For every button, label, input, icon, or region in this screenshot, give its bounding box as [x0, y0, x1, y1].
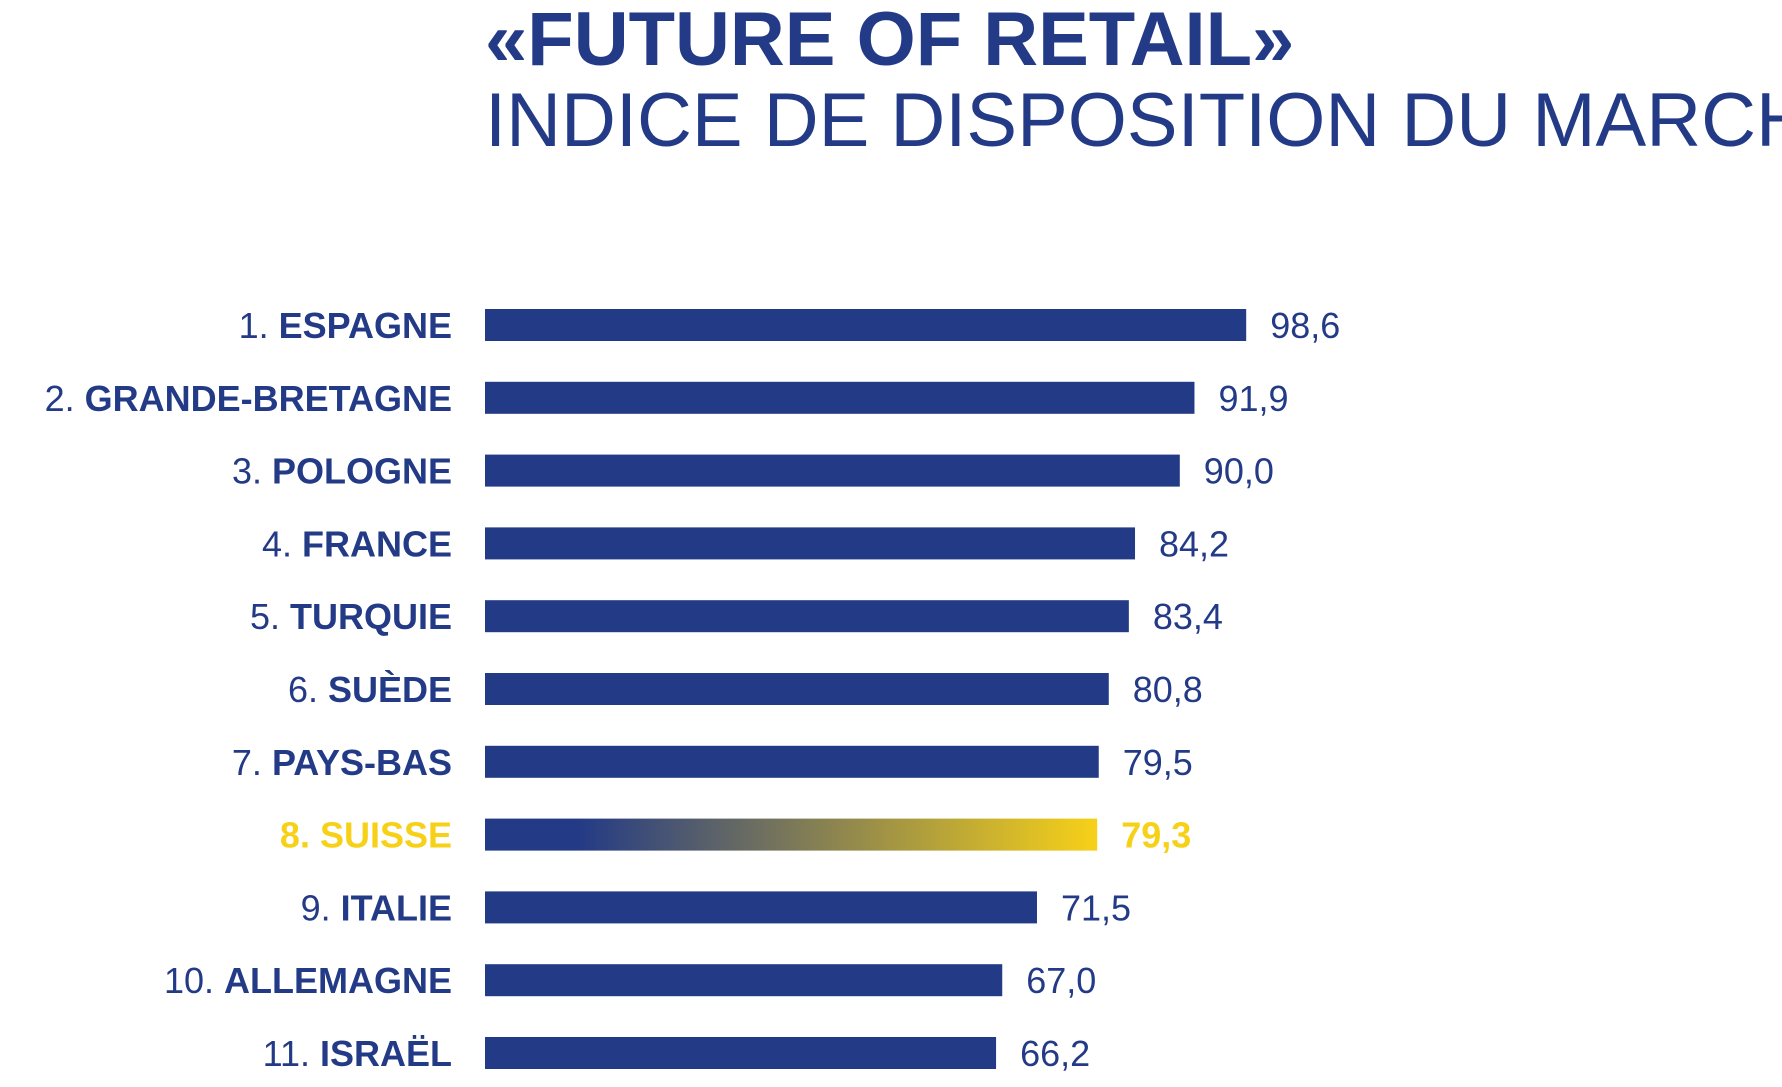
value-label-10: 67,0	[1026, 960, 1096, 1001]
chart-subtitle: INDICE DE DISPOSITION DU MARCHÉ	[485, 78, 1782, 163]
bar-6	[485, 673, 1109, 705]
bar-3	[485, 454, 1180, 487]
category-name: PAYS-BAS	[272, 742, 452, 783]
category-name: TURQUIE	[290, 596, 452, 637]
category-label-8: 8. SUISSE	[280, 815, 452, 856]
value-label-7: 79,5	[1123, 742, 1193, 783]
category-rank: 3.	[232, 451, 272, 492]
bar-1	[485, 309, 1247, 341]
bar-11	[485, 1037, 997, 1069]
bar-7	[485, 745, 1099, 778]
category-rank: 10.	[164, 960, 224, 1001]
category-rank: 2.	[45, 378, 85, 419]
value-label-1: 98,6	[1270, 305, 1340, 346]
category-rank: 6.	[288, 669, 328, 710]
category-label-11: 11. ISRAËL	[263, 1033, 452, 1074]
bar-5	[485, 600, 1129, 633]
value-label-8: 79,3	[1121, 815, 1191, 856]
category-name: ESPAGNE	[279, 305, 452, 346]
category-label-4: 4. FRANCE	[262, 523, 452, 564]
value-label-11: 66,2	[1020, 1033, 1090, 1074]
category-name: POLOGNE	[272, 451, 452, 492]
category-name: ITALIE	[341, 887, 452, 928]
bar-2	[485, 381, 1195, 414]
category-rank: 7.	[232, 742, 272, 783]
value-label-5: 83,4	[1153, 596, 1223, 637]
category-label-10: 10. ALLEMAGNE	[164, 960, 452, 1001]
category-rank: 4.	[262, 523, 302, 564]
bar-8	[485, 818, 1098, 851]
category-rank: 11.	[263, 1033, 320, 1074]
category-name: FRANCE	[302, 523, 452, 564]
category-rank: 8.	[280, 815, 320, 856]
chart-title: «FUTURE OF RETAIL»	[485, 0, 1295, 82]
category-label-7: 7. PAYS-BAS	[232, 742, 452, 783]
value-label-6: 80,8	[1133, 669, 1203, 710]
category-name: GRANDE-BRETAGNE	[85, 378, 452, 419]
bar-9	[485, 891, 1037, 924]
title-block: «FUTURE OF RETAIL» INDICE DE DISPOSITION…	[485, 0, 1782, 163]
category-name: SUÈDE	[328, 669, 452, 710]
category-rank: 1.	[239, 305, 279, 346]
category-label-3: 3. POLOGNE	[232, 451, 452, 492]
value-label-2: 91,9	[1218, 378, 1288, 419]
bars-group: 1. ESPAGNE 98,6 2. GRANDE-BRETAGNE 91,9 3. P…	[45, 305, 1341, 1074]
category-label-6: 6. SUÈDE	[288, 669, 452, 710]
category-label-9: 9. ITALIE	[301, 887, 452, 928]
value-label-4: 84,2	[1159, 523, 1229, 564]
category-rank: 5.	[250, 596, 290, 637]
category-label-5: 5. TURQUIE	[250, 596, 452, 637]
category-name: ALLEMAGNE	[224, 960, 452, 1001]
category-name: SUISSE	[320, 815, 452, 856]
bar-4	[485, 527, 1136, 560]
category-label-2: 2. GRANDE-BRETAGNE	[45, 378, 452, 419]
value-label-3: 90,0	[1204, 451, 1274, 492]
value-label-9: 71,5	[1061, 887, 1131, 928]
category-label-1: 1. ESPAGNE	[239, 305, 452, 346]
category-name: ISRAËL	[320, 1033, 452, 1074]
bar-10	[485, 964, 1003, 997]
category-rank: 9.	[301, 887, 341, 928]
